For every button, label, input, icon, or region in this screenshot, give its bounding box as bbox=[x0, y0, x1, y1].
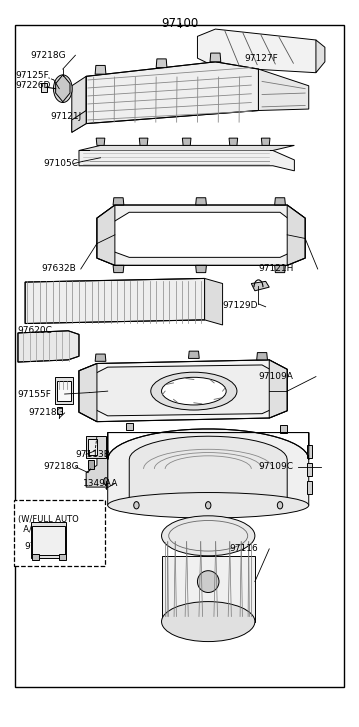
Polygon shape bbox=[56, 75, 70, 102]
Polygon shape bbox=[79, 145, 294, 150]
Bar bbox=[57, 407, 62, 414]
Text: 97218G: 97218G bbox=[28, 409, 64, 417]
Text: 97176E: 97176E bbox=[24, 542, 59, 551]
Polygon shape bbox=[269, 360, 287, 418]
Polygon shape bbox=[182, 138, 191, 145]
Text: 97121H: 97121H bbox=[258, 265, 294, 273]
Ellipse shape bbox=[58, 81, 68, 96]
Bar bbox=[55, 377, 73, 404]
Text: 97105C: 97105C bbox=[43, 159, 78, 168]
Bar bbox=[31, 522, 66, 558]
Bar bbox=[41, 83, 47, 92]
Polygon shape bbox=[196, 198, 206, 205]
Text: (W/FULL AUTO: (W/FULL AUTO bbox=[18, 515, 79, 524]
Polygon shape bbox=[113, 198, 124, 205]
Text: 97127F: 97127F bbox=[244, 54, 278, 63]
Text: 1349AA: 1349AA bbox=[83, 479, 118, 488]
Ellipse shape bbox=[151, 372, 237, 410]
Polygon shape bbox=[72, 111, 86, 132]
Polygon shape bbox=[156, 59, 167, 68]
Text: 97116: 97116 bbox=[230, 545, 258, 553]
FancyBboxPatch shape bbox=[14, 500, 105, 566]
Polygon shape bbox=[287, 205, 305, 265]
Polygon shape bbox=[129, 436, 287, 498]
Polygon shape bbox=[197, 29, 323, 73]
Text: 97226D: 97226D bbox=[15, 81, 51, 90]
Ellipse shape bbox=[61, 86, 65, 92]
Polygon shape bbox=[196, 265, 206, 273]
Text: A/CON): A/CON) bbox=[18, 526, 54, 534]
Text: 97109C: 97109C bbox=[258, 462, 293, 471]
Text: 97100: 97100 bbox=[161, 17, 198, 30]
Text: 97218G: 97218G bbox=[43, 462, 79, 471]
Text: 97129D: 97129D bbox=[223, 301, 258, 310]
Polygon shape bbox=[275, 198, 285, 205]
Polygon shape bbox=[113, 265, 124, 273]
Text: 97113B: 97113B bbox=[75, 450, 110, 459]
Ellipse shape bbox=[277, 502, 283, 509]
Polygon shape bbox=[188, 351, 199, 358]
Polygon shape bbox=[258, 69, 309, 111]
Bar bbox=[57, 381, 71, 401]
Polygon shape bbox=[126, 423, 133, 430]
Polygon shape bbox=[111, 212, 294, 257]
Polygon shape bbox=[316, 40, 325, 73]
Text: 97632B: 97632B bbox=[41, 265, 76, 273]
Polygon shape bbox=[95, 354, 106, 361]
Bar bbox=[307, 481, 312, 494]
Polygon shape bbox=[229, 138, 238, 145]
Text: 97125F: 97125F bbox=[15, 71, 49, 80]
Text: 97620C: 97620C bbox=[17, 326, 52, 334]
Polygon shape bbox=[280, 425, 287, 433]
Polygon shape bbox=[257, 353, 267, 360]
Ellipse shape bbox=[197, 571, 219, 593]
Bar bbox=[59, 554, 66, 560]
Bar bbox=[88, 460, 94, 469]
Bar bbox=[32, 554, 39, 560]
Polygon shape bbox=[275, 265, 285, 273]
Bar bbox=[88, 439, 97, 455]
Bar bbox=[307, 463, 312, 476]
Polygon shape bbox=[25, 278, 205, 324]
Ellipse shape bbox=[108, 493, 309, 518]
Ellipse shape bbox=[134, 502, 139, 509]
Polygon shape bbox=[86, 458, 108, 487]
Ellipse shape bbox=[205, 502, 211, 509]
Polygon shape bbox=[251, 281, 269, 291]
Ellipse shape bbox=[53, 75, 72, 103]
Polygon shape bbox=[79, 150, 294, 171]
Polygon shape bbox=[86, 62, 258, 124]
Polygon shape bbox=[205, 278, 223, 325]
Text: 97155F: 97155F bbox=[17, 390, 51, 398]
Ellipse shape bbox=[162, 516, 255, 555]
Bar bbox=[307, 445, 312, 458]
Polygon shape bbox=[97, 205, 115, 265]
Polygon shape bbox=[93, 365, 276, 416]
Text: 97121J: 97121J bbox=[50, 112, 81, 121]
Ellipse shape bbox=[162, 377, 226, 405]
Polygon shape bbox=[95, 65, 106, 74]
Ellipse shape bbox=[104, 478, 108, 485]
Bar bbox=[86, 436, 106, 458]
Polygon shape bbox=[97, 205, 305, 265]
Ellipse shape bbox=[162, 602, 255, 642]
Polygon shape bbox=[72, 76, 86, 132]
Bar bbox=[32, 526, 65, 555]
Text: 97109A: 97109A bbox=[258, 372, 293, 381]
Polygon shape bbox=[96, 138, 105, 145]
Polygon shape bbox=[79, 364, 97, 422]
Polygon shape bbox=[210, 53, 221, 62]
Polygon shape bbox=[261, 138, 270, 145]
Polygon shape bbox=[79, 360, 287, 422]
Polygon shape bbox=[139, 138, 148, 145]
Polygon shape bbox=[162, 556, 255, 622]
Text: 97218G: 97218G bbox=[31, 51, 66, 60]
Polygon shape bbox=[108, 429, 309, 505]
Polygon shape bbox=[18, 331, 79, 362]
